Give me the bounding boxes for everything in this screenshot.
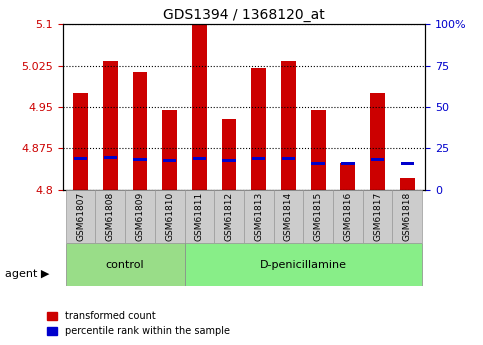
FancyBboxPatch shape xyxy=(185,190,214,243)
Bar xyxy=(251,68,266,190)
FancyBboxPatch shape xyxy=(125,190,155,243)
Text: GSM61817: GSM61817 xyxy=(373,192,382,241)
Text: GSM61818: GSM61818 xyxy=(403,192,412,241)
FancyBboxPatch shape xyxy=(363,190,392,243)
FancyBboxPatch shape xyxy=(273,190,303,243)
Text: GSM61814: GSM61814 xyxy=(284,192,293,241)
Bar xyxy=(370,93,385,190)
Text: GSM61815: GSM61815 xyxy=(313,192,323,241)
Bar xyxy=(162,110,177,190)
FancyBboxPatch shape xyxy=(333,190,363,243)
Text: GSM61810: GSM61810 xyxy=(165,192,174,241)
Bar xyxy=(103,61,118,190)
FancyBboxPatch shape xyxy=(66,243,185,286)
FancyBboxPatch shape xyxy=(66,190,96,243)
Text: GSM61808: GSM61808 xyxy=(106,192,115,241)
FancyBboxPatch shape xyxy=(303,190,333,243)
Text: GSM61813: GSM61813 xyxy=(254,192,263,241)
Bar xyxy=(104,156,117,159)
Bar xyxy=(252,157,266,160)
Bar xyxy=(222,119,237,190)
Bar xyxy=(311,110,326,190)
Bar xyxy=(222,159,236,162)
Bar xyxy=(400,178,414,190)
Title: GDS1394 / 1368120_at: GDS1394 / 1368120_at xyxy=(163,8,325,22)
Bar xyxy=(133,158,147,161)
Bar xyxy=(281,61,296,190)
Bar xyxy=(341,163,355,190)
Bar xyxy=(371,158,384,161)
Text: D-penicillamine: D-penicillamine xyxy=(260,260,347,270)
Text: GSM61816: GSM61816 xyxy=(343,192,352,241)
Bar xyxy=(282,157,295,160)
Bar xyxy=(193,157,206,160)
Text: agent ▶: agent ▶ xyxy=(5,269,49,279)
Text: GSM61811: GSM61811 xyxy=(195,192,204,241)
Bar xyxy=(192,24,207,190)
Bar xyxy=(163,159,176,162)
Bar xyxy=(73,93,88,190)
Bar xyxy=(400,162,414,166)
Text: GSM61807: GSM61807 xyxy=(76,192,85,241)
Legend: transformed count, percentile rank within the sample: transformed count, percentile rank withi… xyxy=(43,307,234,340)
Text: GSM61812: GSM61812 xyxy=(225,192,234,241)
Text: control: control xyxy=(106,260,144,270)
Bar xyxy=(74,157,87,160)
FancyBboxPatch shape xyxy=(96,190,125,243)
FancyBboxPatch shape xyxy=(392,190,422,243)
Text: GSM61809: GSM61809 xyxy=(136,192,144,241)
FancyBboxPatch shape xyxy=(185,243,422,286)
FancyBboxPatch shape xyxy=(214,190,244,243)
Bar xyxy=(132,72,147,190)
FancyBboxPatch shape xyxy=(155,190,185,243)
Bar xyxy=(312,162,325,166)
FancyBboxPatch shape xyxy=(244,190,273,243)
Bar xyxy=(341,162,355,166)
